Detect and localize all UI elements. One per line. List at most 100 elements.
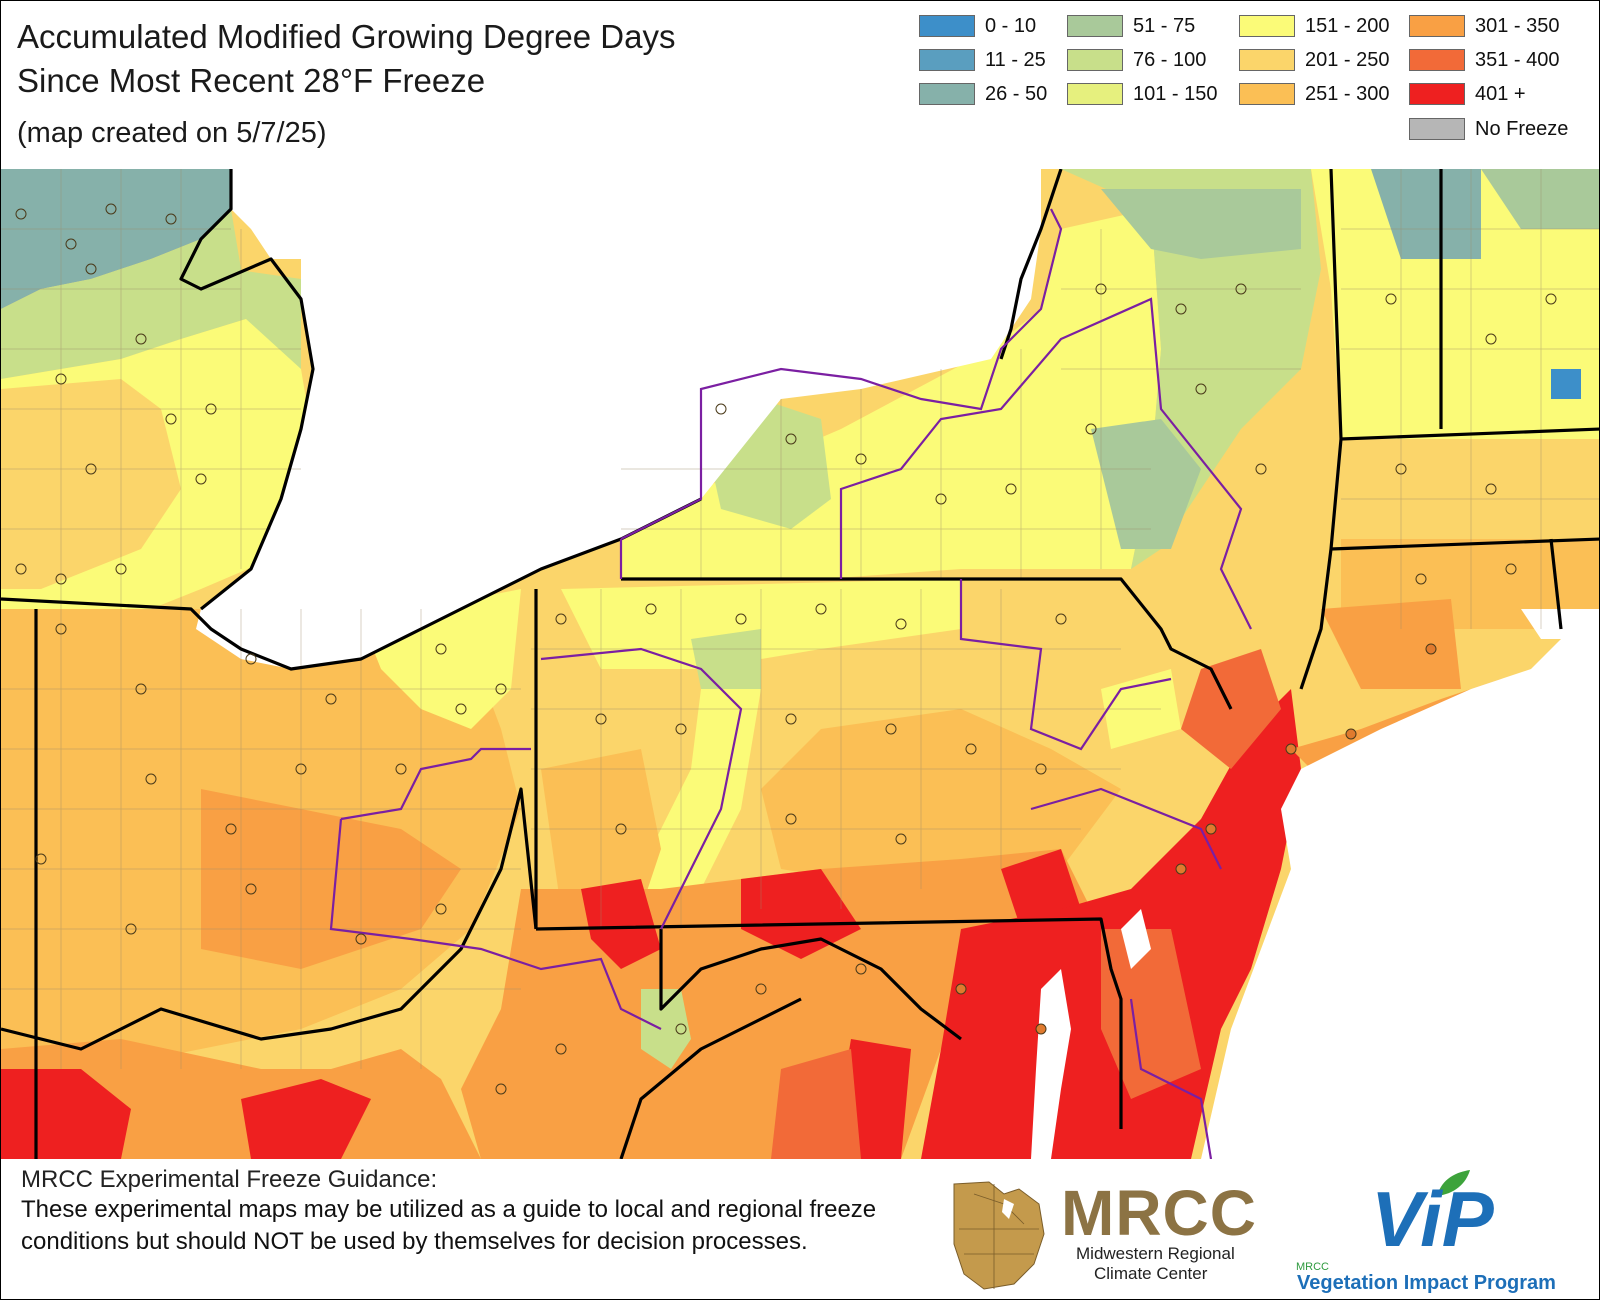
station-marker [895,618,907,630]
station-marker [1095,283,1107,295]
zone-151-200 [1311,169,1599,439]
zone-26-50 [1371,169,1481,259]
map-title: Accumulated Modified Growing Degree Days… [17,15,675,103]
legend-swatch [919,15,975,37]
station-marker [785,713,797,725]
legend-swatch [1409,118,1465,140]
station-marker [225,823,237,835]
zone-76-100 [641,989,691,1069]
station-marker [15,563,27,575]
vip-logo-text: ViP [1371,1175,1494,1263]
station-marker [785,813,797,825]
water-bodies [196,169,1599,1159]
station-marker [1195,383,1207,395]
midwest-map-logo-icon [953,1181,1045,1290]
station-marker [65,238,77,250]
region-outline [540,647,743,930]
station-marker [115,563,127,575]
station-marker [105,203,117,215]
zone-76-100 [691,629,761,689]
legend-item: 301 - 350 [1409,14,1560,38]
legend-label: 151 - 200 [1305,14,1390,37]
legend-label: 251 - 300 [1305,82,1390,105]
zone-26-50 [1,169,231,309]
station-marker [1425,643,1437,655]
disclaimer: MRCC Experimental Freeze Guidance: These… [1,1164,926,1299]
station-marker [1545,293,1557,305]
region-outline [619,297,1252,630]
legend-label: 76 - 100 [1133,48,1207,71]
station-marker [1035,763,1047,775]
station-marker [1085,423,1097,435]
legend-label: 401 + [1475,82,1526,105]
zone-51-75 [1091,419,1201,549]
legend-swatch [1067,15,1123,37]
station-marker [325,693,337,705]
station-marker [435,903,447,915]
delaware-bay [1121,909,1151,969]
legend-item: 351 - 400 [1409,48,1560,72]
map-canvas [1,169,1599,1159]
disclaimer-body: These experimental maps may be utilized … [21,1196,877,1255]
station-marker [1255,463,1267,475]
wv-va-border [659,929,962,1041]
legend-label: 101 - 150 [1133,82,1218,105]
station-marker [1485,333,1497,345]
zone-401-plus [741,869,861,959]
legend-item: 201 - 250 [1239,48,1390,72]
station-marker [815,603,827,615]
legend-item: 251 - 300 [1239,82,1390,106]
station-marker [135,333,147,345]
zone-151-200 [641,689,761,929]
title-line-2: Since Most Recent 28°F Freeze [17,62,486,99]
station-marker [135,683,147,695]
disclaimer-title: MRCC Experimental Freeze Guidance: [21,1166,438,1193]
vip-logo-subtitle: Vegetation Impact Program [1297,1272,1556,1294]
zone-51-75 [1101,189,1301,259]
zone-351-400 [1101,929,1201,1099]
title-line-1: Accumulated Modified Growing Degree Days [17,18,676,55]
station-marker [1395,463,1407,475]
mrcc-logo-subtitle-2: Climate Center [1094,1264,1208,1283]
legend-swatch [1239,83,1295,105]
station-marker [165,413,177,425]
legend-swatch [1409,83,1465,105]
michigan-shoreline [179,169,315,611]
station-marker [955,983,967,995]
region-outlines [329,208,1252,1159]
ny-canada-shore [999,169,1063,360]
station-marker [1345,728,1357,740]
legend-swatch [1239,49,1295,71]
zone-76-100 [1,209,246,379]
legend-item: 51 - 75 [1067,14,1195,38]
station-marker [85,463,97,475]
legend-swatch [1067,83,1123,105]
region-outline [620,208,1063,540]
state-boundaries [1,169,1599,1159]
station-marker [495,1083,507,1095]
legend-item: 101 - 150 [1067,82,1218,106]
legend-item: 11 - 25 [919,48,1046,72]
station-marker [895,833,907,845]
mrcc-logo-subtitle-1: Midwestern Regional [1076,1244,1235,1263]
zone-401-plus [921,689,1301,1159]
station-marker [935,493,947,505]
station-marker [755,983,767,995]
station-marker [1055,613,1067,625]
legend-item: No Freeze [1409,117,1568,141]
vip-logo-mrcc-text: MRCC [1296,1261,1329,1273]
legend-item: 26 - 50 [919,82,1047,106]
station-marker [295,763,307,775]
ct-ri-border [1549,538,1563,630]
station-marker [1505,563,1517,575]
station-marker [785,433,797,445]
station-marker [1035,1023,1047,1035]
coastal-stations [955,643,1437,1035]
legend-swatch [919,83,975,105]
station-markers [15,203,1557,1095]
zone-401-plus [1,1069,131,1159]
zone-201-250 [1,379,181,589]
zone-401-plus [241,1079,371,1159]
station-marker [965,743,977,755]
station-marker [1285,743,1297,755]
